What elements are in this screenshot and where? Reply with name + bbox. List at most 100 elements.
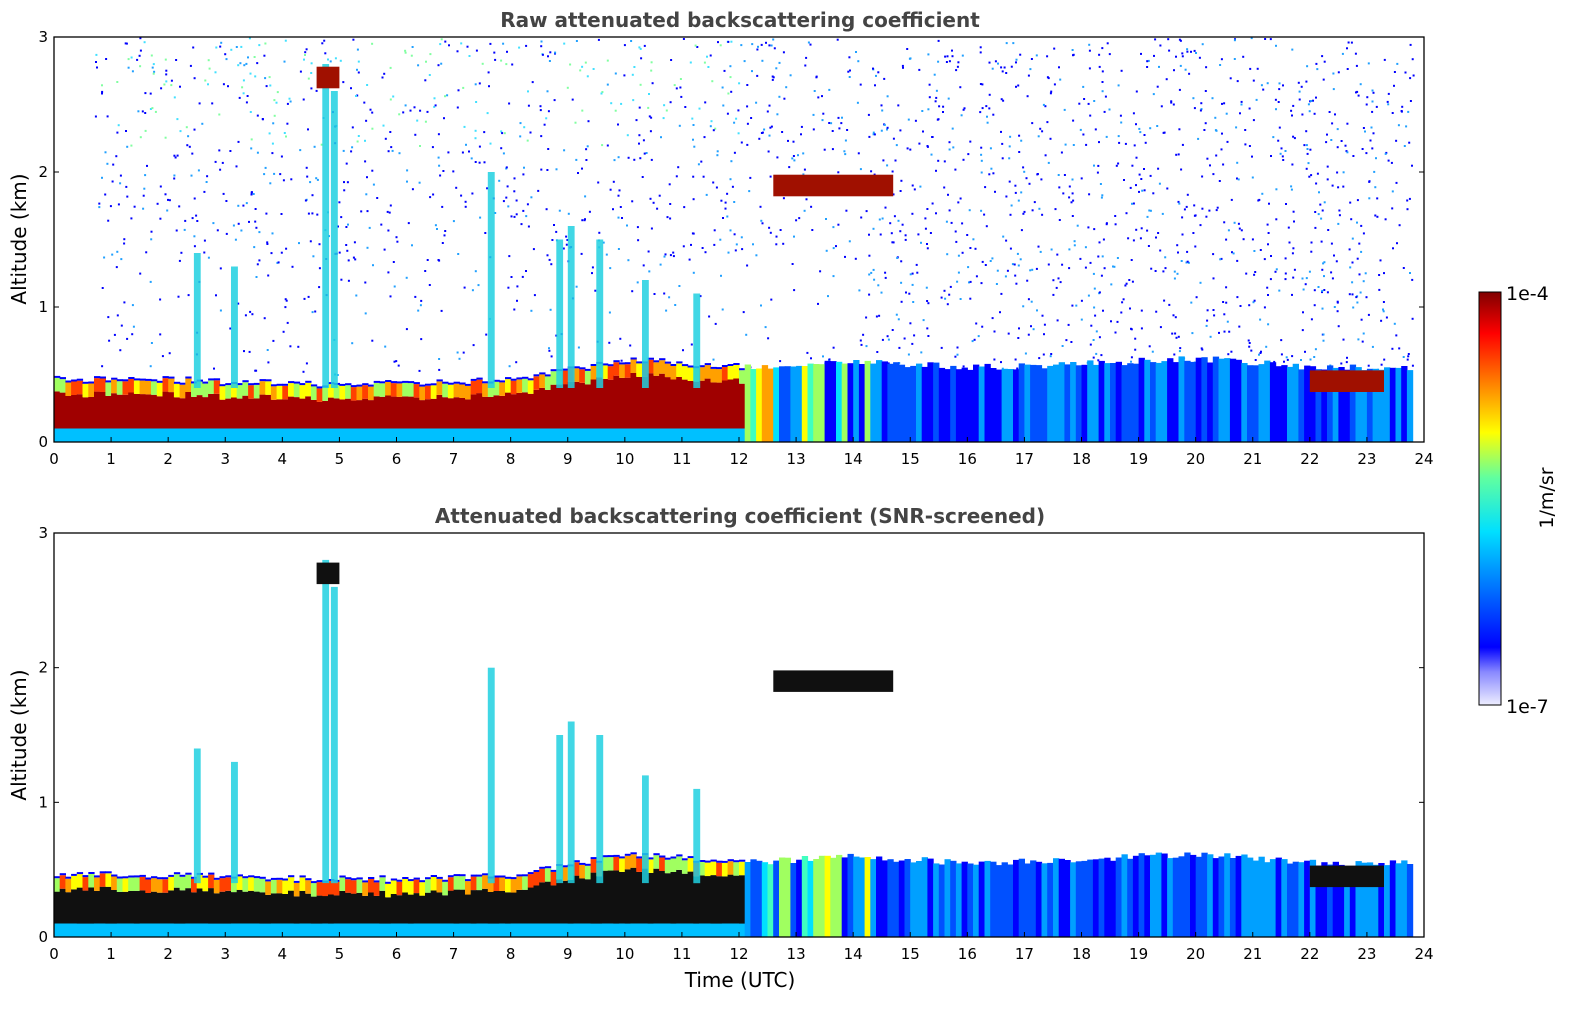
bl-top	[579, 367, 586, 370]
noise-pixel	[553, 224, 555, 226]
noise-pixel	[252, 193, 255, 195]
bl-edge	[562, 867, 569, 881]
noise-pixel	[1075, 304, 1078, 307]
bl-edge	[145, 879, 152, 893]
noise-pixel	[1254, 271, 1257, 273]
noise-pixel	[116, 250, 119, 253]
noise-pixel	[872, 131, 875, 134]
bl-core	[116, 892, 124, 924]
noise-pixel	[291, 265, 294, 268]
noise-pixel	[1063, 174, 1066, 176]
noise-pixel	[746, 122, 749, 125]
bl-column	[1172, 362, 1180, 442]
bl-top	[447, 382, 455, 385]
noise-pixel	[1263, 258, 1266, 261]
noise-pixel	[432, 193, 435, 196]
noise-pixel	[1186, 48, 1189, 51]
noise-pixel	[1302, 311, 1304, 314]
noise-pixel	[993, 358, 996, 361]
noise-pixel	[1310, 100, 1313, 102]
bl-base	[636, 923, 643, 937]
bl-column	[1287, 863, 1294, 937]
noise-pixel	[107, 219, 110, 222]
noise-pixel	[1110, 283, 1113, 286]
noise-pixel	[123, 242, 126, 245]
bl-column	[1030, 860, 1037, 937]
noise-pixel	[907, 353, 910, 356]
noise-pixel	[868, 135, 871, 138]
bl-top	[739, 368, 746, 371]
noise-pixel	[357, 71, 360, 74]
noise-pixel	[263, 317, 266, 320]
noise-pixel	[468, 150, 470, 153]
bl-top	[630, 852, 637, 855]
noise-pixel	[255, 226, 258, 229]
noise-pixel	[1248, 345, 1251, 348]
noise-pixel	[614, 72, 617, 75]
noise-pixel	[1297, 81, 1300, 84]
noise-pixel	[700, 160, 703, 163]
noise-pixel	[150, 342, 153, 344]
bl-top	[236, 383, 243, 386]
bl-core	[664, 377, 672, 429]
bl-top	[253, 876, 261, 879]
noise-pixel	[1071, 215, 1074, 217]
noise-pixel	[1164, 256, 1167, 259]
bl-edge	[65, 878, 72, 893]
noise-pixel	[1162, 131, 1165, 134]
bl-core	[219, 891, 226, 924]
bl-column	[1053, 858, 1060, 937]
noise-pixel	[1255, 98, 1258, 101]
noise-pixel	[930, 153, 933, 156]
noise-pixel	[1250, 37, 1253, 40]
plume	[193, 253, 201, 388]
noise-pixel	[956, 65, 959, 68]
bl-core	[533, 885, 540, 924]
bl-top	[71, 873, 78, 876]
noise-pixel	[1336, 301, 1339, 304]
bl-core	[739, 383, 746, 429]
noise-pixel	[286, 102, 289, 105]
bl-top	[413, 382, 420, 385]
bl-column	[1167, 358, 1174, 442]
noise-pixel	[1146, 229, 1149, 232]
noise-pixel	[137, 110, 140, 113]
bl-column	[1098, 858, 1105, 937]
noise-pixel	[299, 70, 302, 73]
noise-pixel	[766, 110, 769, 113]
noise-pixel	[1282, 159, 1285, 161]
noise-pixel	[380, 223, 383, 226]
noise-pixel	[1000, 130, 1002, 133]
noise-pixel	[1105, 223, 1108, 226]
noise-pixel	[696, 46, 699, 48]
noise-pixel	[1019, 258, 1022, 261]
bl-edge	[636, 858, 643, 872]
bl-edge	[345, 385, 352, 399]
noise-pixel	[1229, 77, 1232, 80]
noise-pixel	[164, 136, 167, 139]
bl-top	[550, 369, 557, 372]
noise-pixel	[371, 111, 374, 114]
noise-pixel	[546, 254, 549, 257]
bl-column	[1110, 363, 1117, 442]
noise-pixel	[1058, 186, 1061, 189]
bl-column	[927, 362, 934, 442]
bl-column	[978, 366, 985, 442]
noise-pixel	[823, 148, 826, 151]
bl-edge	[116, 878, 124, 892]
bl-base	[76, 923, 84, 937]
noise-pixel	[612, 180, 615, 183]
bl-core	[533, 389, 540, 429]
noise-pixel	[921, 110, 924, 112]
noise-pixel	[463, 125, 466, 128]
bl-column	[1087, 859, 1094, 937]
noise-pixel	[519, 135, 522, 138]
bl-top	[733, 363, 740, 365]
noise-pixel	[913, 334, 916, 337]
bl-core	[636, 376, 643, 429]
bl-edge	[704, 365, 711, 379]
noise-pixel	[1017, 337, 1020, 339]
noise-pixel	[1315, 96, 1317, 99]
noise-pixel	[637, 239, 640, 242]
bl-core	[727, 379, 734, 429]
